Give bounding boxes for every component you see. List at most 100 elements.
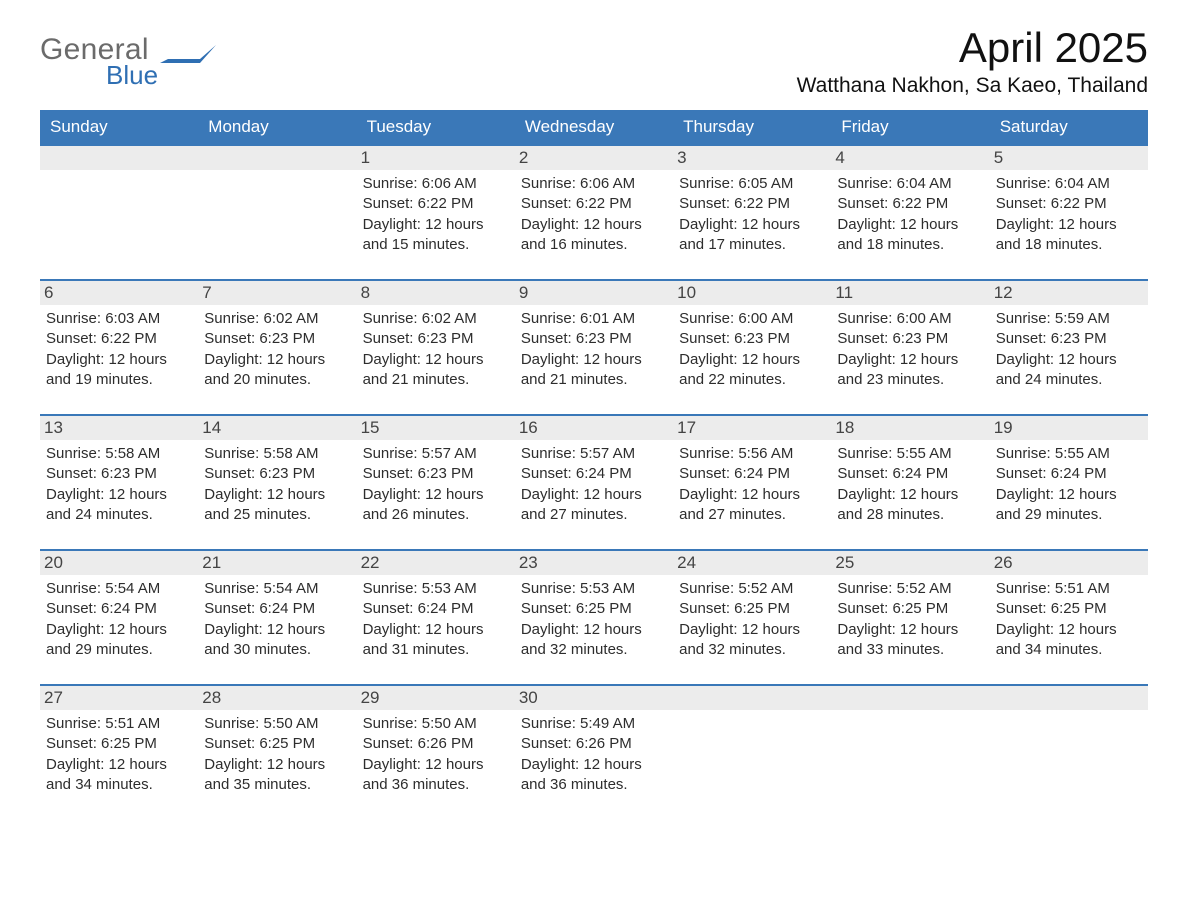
day-details: Sunrise: 5:52 AMSunset: 6:25 PMDaylight:…	[837, 579, 983, 660]
detail-daylight1: Daylight: 12 hours	[46, 350, 192, 370]
day-details: Sunrise: 6:06 AMSunset: 6:22 PMDaylight:…	[363, 174, 509, 255]
detail-daylight1: Daylight: 12 hours	[679, 215, 825, 235]
detail-daylight1: Daylight: 12 hours	[837, 485, 983, 505]
detail-sunrise: Sunrise: 6:00 AM	[837, 309, 983, 329]
dow-saturday: Saturday	[990, 110, 1148, 145]
detail-daylight1: Daylight: 12 hours	[204, 485, 350, 505]
day-number: 26	[990, 551, 1148, 575]
detail-sunrise: Sunrise: 5:49 AM	[521, 714, 667, 734]
detail-sunrise: Sunrise: 5:54 AM	[46, 579, 192, 599]
day-details: Sunrise: 5:58 AMSunset: 6:23 PMDaylight:…	[204, 444, 350, 525]
week-row: 1Sunrise: 6:06 AMSunset: 6:22 PMDaylight…	[40, 145, 1148, 280]
calendar-page: General Blue April 2025 Watthana Nakhon,…	[0, 0, 1188, 918]
detail-sunrise: Sunrise: 5:53 AM	[521, 579, 667, 599]
day-cell: 1Sunrise: 6:06 AMSunset: 6:22 PMDaylight…	[357, 145, 515, 280]
detail-daylight2: and 18 minutes.	[837, 235, 983, 255]
detail-daylight2: and 21 minutes.	[363, 370, 509, 390]
logo-swoosh-icon	[160, 39, 216, 67]
day-cell: 19Sunrise: 5:55 AMSunset: 6:24 PMDayligh…	[990, 415, 1148, 550]
detail-daylight1: Daylight: 12 hours	[204, 755, 350, 775]
detail-daylight2: and 27 minutes.	[679, 505, 825, 525]
day-cell: 25Sunrise: 5:52 AMSunset: 6:25 PMDayligh…	[831, 550, 989, 685]
day-number: 14	[198, 416, 356, 440]
day-details: Sunrise: 5:50 AMSunset: 6:25 PMDaylight:…	[204, 714, 350, 795]
detail-daylight2: and 36 minutes.	[521, 775, 667, 795]
day-number: 4	[831, 146, 989, 170]
day-number: 15	[357, 416, 515, 440]
detail-sunrise: Sunrise: 5:57 AM	[521, 444, 667, 464]
dow-friday: Friday	[831, 110, 989, 145]
detail-daylight1: Daylight: 12 hours	[204, 620, 350, 640]
detail-daylight1: Daylight: 12 hours	[363, 620, 509, 640]
detail-daylight1: Daylight: 12 hours	[996, 350, 1142, 370]
empty-cell	[990, 685, 1148, 819]
detail-daylight2: and 32 minutes.	[679, 640, 825, 660]
detail-sunset: Sunset: 6:22 PM	[46, 329, 192, 349]
day-details: Sunrise: 5:52 AMSunset: 6:25 PMDaylight:…	[679, 579, 825, 660]
detail-daylight1: Daylight: 12 hours	[46, 620, 192, 640]
detail-sunrise: Sunrise: 5:53 AM	[363, 579, 509, 599]
detail-daylight2: and 34 minutes.	[46, 775, 192, 795]
day-details: Sunrise: 5:49 AMSunset: 6:26 PMDaylight:…	[521, 714, 667, 795]
detail-sunrise: Sunrise: 5:58 AM	[46, 444, 192, 464]
day-number: 20	[40, 551, 198, 575]
detail-daylight2: and 24 minutes.	[996, 370, 1142, 390]
detail-sunrise: Sunrise: 5:54 AM	[204, 579, 350, 599]
detail-sunset: Sunset: 6:22 PM	[363, 194, 509, 214]
day-number: 6	[40, 281, 198, 305]
detail-sunrise: Sunrise: 6:02 AM	[204, 309, 350, 329]
empty-cell	[198, 145, 356, 280]
detail-sunrise: Sunrise: 5:50 AM	[363, 714, 509, 734]
day-cell: 22Sunrise: 5:53 AMSunset: 6:24 PMDayligh…	[357, 550, 515, 685]
day-number: 11	[831, 281, 989, 305]
detail-daylight2: and 24 minutes.	[46, 505, 192, 525]
day-number: 24	[673, 551, 831, 575]
day-number: 17	[673, 416, 831, 440]
day-cell: 30 Sunrise: 5:49 AMSunset: 6:26 PMDayligh…	[515, 685, 673, 819]
detail-daylight2: and 34 minutes.	[996, 640, 1142, 660]
day-number: 2	[515, 146, 673, 170]
detail-sunset: Sunset: 6:26 PM	[521, 734, 667, 754]
day-cell: 6 Sunrise: 6:03 AMSunset: 6:22 PMDaylight…	[40, 280, 198, 415]
detail-sunrise: Sunrise: 5:50 AM	[204, 714, 350, 734]
day-details: Sunrise: 5:56 AMSunset: 6:24 PMDaylight:…	[679, 444, 825, 525]
day-details: Sunrise: 5:53 AMSunset: 6:24 PMDaylight:…	[363, 579, 509, 660]
detail-sunrise: Sunrise: 6:00 AM	[679, 309, 825, 329]
day-cell: 26Sunrise: 5:51 AMSunset: 6:25 PMDayligh…	[990, 550, 1148, 685]
detail-daylight2: and 26 minutes.	[363, 505, 509, 525]
detail-sunset: Sunset: 6:23 PM	[46, 464, 192, 484]
detail-daylight2: and 22 minutes.	[679, 370, 825, 390]
day-number: 8	[357, 281, 515, 305]
day-cell: 23Sunrise: 5:53 AMSunset: 6:25 PMDayligh…	[515, 550, 673, 685]
day-cell: 3Sunrise: 6:05 AMSunset: 6:22 PMDaylight…	[673, 145, 831, 280]
detail-daylight2: and 33 minutes.	[837, 640, 983, 660]
detail-daylight1: Daylight: 12 hours	[363, 215, 509, 235]
logo: General Blue	[40, 36, 216, 87]
detail-sunset: Sunset: 6:23 PM	[363, 329, 509, 349]
detail-daylight1: Daylight: 12 hours	[996, 215, 1142, 235]
detail-sunset: Sunset: 6:24 PM	[521, 464, 667, 484]
day-cell: 7Sunrise: 6:02 AMSunset: 6:23 PMDaylight…	[198, 280, 356, 415]
detail-sunrise: Sunrise: 6:04 AM	[996, 174, 1142, 194]
detail-sunset: Sunset: 6:23 PM	[521, 329, 667, 349]
detail-daylight2: and 28 minutes.	[837, 505, 983, 525]
detail-sunset: Sunset: 6:23 PM	[837, 329, 983, 349]
detail-sunset: Sunset: 6:24 PM	[837, 464, 983, 484]
day-cell: 15Sunrise: 5:57 AMSunset: 6:23 PMDayligh…	[357, 415, 515, 550]
detail-sunrise: Sunrise: 5:52 AM	[837, 579, 983, 599]
day-number: 21	[198, 551, 356, 575]
dow-monday: Monday	[198, 110, 356, 145]
detail-sunrise: Sunrise: 6:03 AM	[46, 309, 192, 329]
detail-sunset: Sunset: 6:22 PM	[521, 194, 667, 214]
day-number	[990, 686, 1148, 710]
detail-daylight1: Daylight: 12 hours	[521, 755, 667, 775]
day-details: Sunrise: 5:54 AMSunset: 6:24 PMDaylight:…	[204, 579, 350, 660]
detail-sunrise: Sunrise: 5:57 AM	[363, 444, 509, 464]
detail-sunrise: Sunrise: 6:04 AM	[837, 174, 983, 194]
day-number: 29	[357, 686, 515, 710]
day-number: 23	[515, 551, 673, 575]
day-number: 30	[515, 686, 673, 710]
month-title: April 2025	[797, 24, 1148, 72]
detail-sunrise: Sunrise: 5:55 AM	[996, 444, 1142, 464]
day-of-week-row: Sunday Monday Tuesday Wednesday Thursday…	[40, 110, 1148, 145]
